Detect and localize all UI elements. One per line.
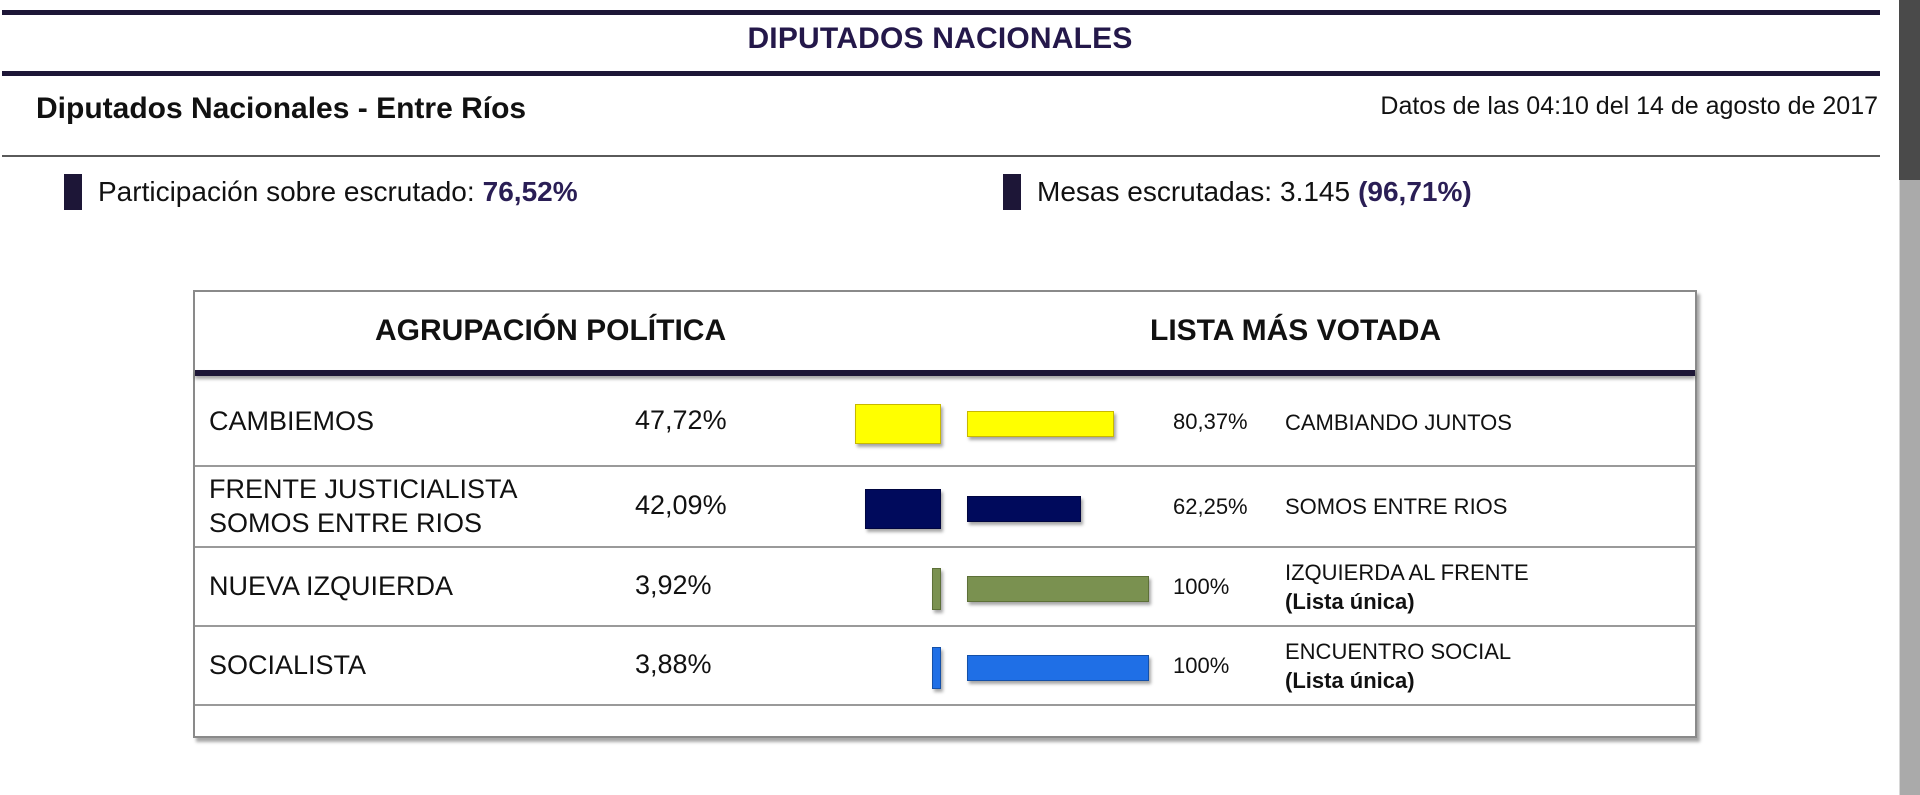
header-list: LISTA MÁS VOTADA bbox=[1150, 314, 1442, 347]
participation-stat: Participación sobre escrutado: 76,52% bbox=[64, 174, 578, 210]
list-bar bbox=[967, 411, 1114, 437]
title-rule-top bbox=[2, 10, 1880, 15]
tables-count: 3.145 bbox=[1280, 176, 1351, 207]
scrollbar-track[interactable] bbox=[1899, 0, 1920, 795]
party-bar bbox=[864, 488, 941, 529]
list-note: (Lista única) bbox=[1285, 588, 1415, 614]
page-title: DIPUTADOS NACIONALES bbox=[747, 22, 1133, 55]
party-bar bbox=[932, 567, 941, 610]
header-rule bbox=[195, 370, 1695, 376]
list-name: IZQUIERDA AL FRENTE (Lista única) bbox=[1285, 558, 1529, 616]
list-bar bbox=[967, 654, 1149, 681]
party-name: SOCIALISTA bbox=[209, 648, 366, 682]
list-name: ENCUENTRO SOCIAL (Lista única) bbox=[1285, 637, 1511, 695]
party-name: FRENTE JUSTICIALISTA SOMOS ENTRE RIOS bbox=[209, 472, 518, 540]
table-row: FRENTE JUSTICIALISTA SOMOS ENTRE RIOS 42,0… bbox=[195, 467, 1695, 548]
participation-label: Participación sobre escrutado: bbox=[98, 176, 475, 207]
table-row: SOCIALISTA 3,88% 100% ENCUENTRO SOCIAL (List… bbox=[195, 627, 1695, 706]
list-name-text: ENCUENTRO SOCIAL bbox=[1285, 638, 1512, 664]
list-pct: 100% bbox=[1173, 652, 1230, 678]
scrollbar-thumb[interactable] bbox=[1899, 0, 1920, 180]
list-pct: 80,37% bbox=[1173, 409, 1248, 434]
party-name-line: FRENTE JUSTICIALISTA bbox=[209, 473, 518, 504]
tables-stat: Mesas escrutadas: 3.145 (96,71%) bbox=[1003, 174, 1472, 210]
list-name: SOMOS ENTRE RIOS bbox=[1285, 492, 1507, 521]
results-table: AGRUPACIÓN POLÍTICA LISTA MÁS VOTADA CAM… bbox=[193, 290, 1697, 738]
tables-pct: (96,71%) bbox=[1358, 176, 1472, 207]
party-name: CAMBIEMOS bbox=[209, 404, 374, 438]
party-name-line: SOMOS ENTRE RIOS bbox=[209, 507, 483, 538]
list-pct: 62,25% bbox=[1173, 493, 1248, 519]
party-name-line: CAMBIEMOS bbox=[209, 406, 375, 436]
party-pct: 3,88% bbox=[635, 648, 712, 679]
stat-marker-icon bbox=[64, 174, 82, 210]
party-name-line: NUEVA IZQUIERDA bbox=[209, 570, 454, 601]
party-pct: 3,92% bbox=[635, 569, 712, 600]
party-pct: 47,72% bbox=[635, 405, 727, 435]
section-subtitle: Diputados Nacionales - Entre Ríos bbox=[36, 92, 527, 125]
party-bar bbox=[855, 404, 941, 444]
list-name: CAMBIANDO JUNTOS bbox=[1285, 408, 1512, 437]
stat-marker-icon bbox=[1003, 174, 1021, 210]
title-rule-bottom bbox=[2, 71, 1880, 76]
list-bar bbox=[967, 575, 1149, 602]
party-pct: 42,09% bbox=[635, 489, 727, 520]
list-name-text: IZQUIERDA AL FRENTE bbox=[1285, 559, 1529, 585]
party-name-line: SOCIALISTA bbox=[209, 649, 367, 680]
participation-value: 76,52% bbox=[482, 176, 578, 207]
data-timestamp: Datos de las 04:10 del 14 de agosto de 2… bbox=[1380, 92, 1878, 120]
party-bar bbox=[932, 646, 941, 689]
list-note: (Lista única) bbox=[1285, 667, 1415, 693]
tables-label: Mesas escrutadas: bbox=[1037, 176, 1272, 207]
table-row: CAMBIEMOS 47,72% 80,37% CAMBIANDO JUNTOS bbox=[195, 379, 1695, 467]
list-pct: 100% bbox=[1173, 573, 1230, 599]
table-row: NUEVA IZQUIERDA 3,92% 100% IZQUIERDA AL FRE… bbox=[195, 548, 1695, 627]
subtitle-rule bbox=[2, 155, 1880, 157]
list-name-text: CAMBIANDO JUNTOS bbox=[1285, 409, 1512, 435]
header-party: AGRUPACIÓN POLÍTICA bbox=[375, 314, 727, 347]
list-name-text: SOMOS ENTRE RIOS bbox=[1285, 494, 1508, 519]
party-name: NUEVA IZQUIERDA bbox=[209, 569, 453, 603]
list-bar bbox=[967, 495, 1082, 522]
table-row-empty bbox=[195, 706, 1695, 736]
